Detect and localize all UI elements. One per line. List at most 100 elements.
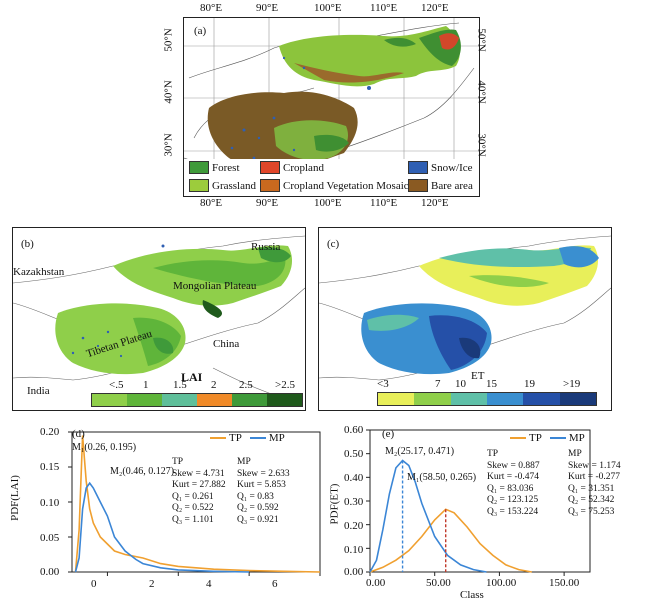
lai-cb-label-5: >2.5: [275, 379, 295, 391]
lat-tick-left-40: 40°N: [162, 80, 175, 104]
et-stats-tp-5: Q₃ = 153.224: [487, 506, 539, 517]
et-stats-mp: MP Skew = 1.174 Kurt = -0.277 Q₁ = 31.35…: [568, 449, 621, 518]
lai-stats-tp-2: Kurt = 27.882: [172, 480, 226, 490]
lon-tick-bottom-90: 90°E: [256, 197, 279, 209]
lai-stats-mp-0: MP: [237, 457, 251, 467]
lat-tick-right-40: 40°N: [475, 80, 488, 104]
place-russia: Russia: [251, 241, 281, 253]
et-ytick-000: 0.00: [344, 566, 364, 578]
lai-ytick-020: 0.20: [40, 426, 60, 438]
legend-item-grassland: Grassland: [189, 179, 256, 192]
et-stats-mp-5: Q₃ = 75.253: [568, 506, 615, 517]
lai-stats-tp-3: Q₁ = 0.261: [172, 491, 214, 502]
et-stats-mp-0: MP: [568, 449, 582, 459]
lai-ytick-015: 0.15: [40, 461, 60, 473]
panel-c-label: (c): [327, 238, 340, 250]
et-cb-label-3: 15: [486, 378, 497, 390]
et-stats-mp-3: Q₁ = 31.351: [568, 483, 615, 494]
lai-series-mp-line: [74, 481, 250, 573]
map-panel-c: (c) ET <3 7 10 15 19 >19: [318, 227, 612, 411]
lai-series-tp-line: [74, 435, 321, 573]
lai-legend-mp-label: MP: [268, 432, 285, 444]
lon-tick-bottom-110: 110°E: [370, 197, 398, 209]
legend-label-snow: Snow/Ice: [431, 161, 473, 174]
et-legend-mp-line: [549, 437, 566, 439]
et-bin-3: [450, 393, 487, 405]
et-ytick-060: 0.60: [344, 424, 364, 436]
lai-colorbar-title: LAI: [181, 370, 203, 384]
legend-item-snow: Snow/Ice: [408, 161, 473, 174]
lon-tick-top-100: 100°E: [314, 2, 342, 14]
lai-stats-mp-5: Q₃ = 0.921: [237, 514, 279, 525]
et-colorbar: [377, 392, 597, 406]
lai-cb-label-2: 1.5: [173, 379, 187, 391]
lai-ytick-010: 0.10: [40, 497, 60, 509]
et-bin-1: [378, 393, 415, 405]
legend-label-forest: Forest: [212, 161, 240, 174]
lai-stats-mp: MP Skew = 2.633 Kurt = 5.853 Q₁ = 0.83 Q…: [237, 457, 290, 526]
et-chart-axes: [366, 429, 591, 576]
landcover-legend: Forest Cropland Snow/Ice Grassland Cropl…: [184, 159, 479, 196]
lai-cb-label-0: <.5: [109, 379, 124, 391]
lon-tick-bottom-120: 120°E: [421, 197, 449, 209]
et-ytick-010: 0.10: [344, 544, 364, 556]
et-stats-tp-1: Skew = 0.887: [487, 460, 540, 471]
lon-tick-top-120: 120°E: [421, 2, 449, 14]
et-m2-annotation: M₂(25.17, 0.471): [385, 446, 455, 457]
panel-d-label: (d): [72, 428, 85, 440]
et-xtick-0: 0.00: [366, 577, 386, 589]
lai-colorbar: [91, 393, 303, 407]
legend-label-grassland: Grassland: [212, 179, 256, 192]
et-xtick-150: 150.00: [549, 577, 580, 589]
et-cb-label-5: >19: [563, 378, 581, 390]
et-ylabel: PDF(ET): [328, 483, 341, 525]
lai-stats-tp-0: TP: [172, 457, 184, 467]
panel-b-label: (b): [21, 238, 34, 250]
lai-m2-annotation: M₂(0.46, 0.127): [110, 466, 175, 477]
et-map-c: [319, 235, 611, 381]
et-colorbar-title: ET: [471, 370, 485, 382]
et-stats-mp-1: Skew = 1.174: [568, 460, 621, 471]
cropland-swatch: [260, 161, 280, 174]
et-chart-series: [369, 459, 532, 573]
lon-tick-top-110: 110°E: [370, 2, 398, 14]
lai-bin-2: [127, 394, 162, 406]
lai-stats-mp-2: Kurt = 5.853: [237, 480, 286, 490]
panel-e-label: (e): [382, 428, 395, 440]
et-cb-label-4: 19: [524, 378, 535, 390]
et-stats-mp-4: Q₂ = 52.342: [568, 495, 615, 505]
lai-stats-tp: TP Skew = 4.731 Kurt = 27.882 Q₁ = 0.261…: [172, 457, 226, 526]
lai-map-b: [13, 235, 305, 399]
snow-ice-swatch: [408, 161, 428, 174]
lai-bin-4: [197, 394, 232, 406]
lai-bin-3: [162, 394, 197, 406]
et-cb-label-1: 7: [435, 378, 441, 390]
et-legend: TP MP: [510, 432, 585, 444]
lon-tick-top-80: 80°E: [200, 2, 223, 14]
forest-swatch: [189, 161, 209, 174]
lai-xtick-6: 6: [272, 578, 278, 590]
legend-label-cropland: Cropland: [283, 161, 324, 174]
legend-label-mosaic: Cropland Vegetation Mosaic: [283, 179, 409, 192]
et-m1-annotation: M₁(58.50, 0.265): [407, 472, 477, 483]
lai-chart-series: [74, 435, 321, 573]
lai-legend-tp: TP: [210, 432, 242, 444]
mosaic-swatch: [260, 179, 280, 192]
lai-stats-mp-3: Q₁ = 0.83: [237, 491, 274, 502]
lat-tick-left-50: 50°N: [162, 28, 175, 52]
et-series-mp-line: [369, 459, 487, 573]
lai-xtick-4: 4: [206, 578, 212, 590]
lon-tick-bottom-100: 100°E: [314, 197, 342, 209]
et-legend-tp: TP: [510, 432, 542, 444]
et-legend-mp-label: MP: [568, 432, 585, 444]
lon-tick-bottom-80: 80°E: [200, 197, 223, 209]
lai-bin-5: [232, 394, 267, 406]
lai-stats-mp-4: Q₂ = 0.592: [237, 503, 279, 513]
place-china: China: [213, 338, 240, 350]
legend-item-mosaic: Cropland Vegetation Mosaic: [260, 179, 409, 192]
map-panel-a: (a) Forest Cropland Snow/Ice Grassland C…: [183, 17, 480, 197]
lai-legend-mp-line: [249, 437, 266, 439]
et-bin-2: [414, 393, 451, 405]
lai-pdf-chart: [68, 431, 321, 576]
lai-m1-annotation: M₁(0.26, 0.195): [72, 442, 137, 453]
